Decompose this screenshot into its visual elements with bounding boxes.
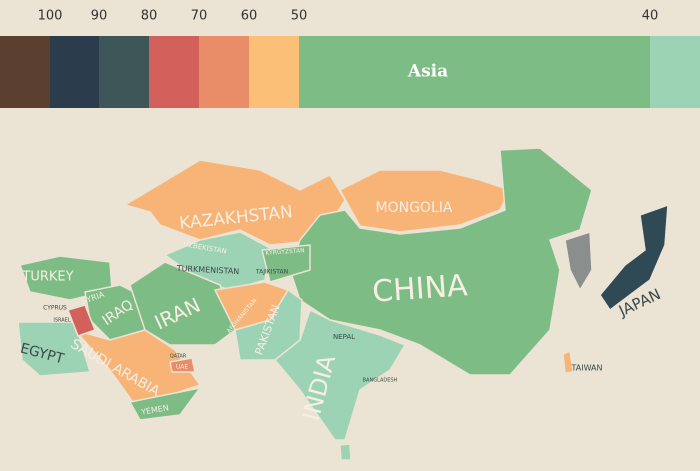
legend-swatch <box>299 36 650 108</box>
country-label: MONGOLIA <box>376 200 453 216</box>
legend-swatch <box>249 36 299 108</box>
saudi-shape <box>74 329 201 406</box>
country-label: TURKMENISTAN <box>175 264 239 276</box>
country-label: CHINA <box>371 268 469 310</box>
pakistan-shape <box>234 289 303 361</box>
legend: Asia 100 90 80 70 60 50 40 <box>0 9 700 108</box>
yemen-shape <box>129 387 201 421</box>
legend-swatch <box>149 36 199 108</box>
sri-lanka-shape <box>339 443 352 461</box>
japan-shape <box>599 204 669 311</box>
legend-swatch <box>50 36 99 108</box>
israel-shape <box>67 304 96 337</box>
legend-swatch <box>0 36 50 108</box>
country-label: TURKEY <box>21 270 73 285</box>
egypt-shape <box>17 321 91 377</box>
legend-highlight: Asia <box>407 62 448 82</box>
korea-shape <box>564 231 593 291</box>
country-label: QATAR <box>170 354 187 360</box>
legend-tick-label: 60 <box>241 9 258 24</box>
country-label: ISRAEL <box>53 318 70 324</box>
country-label: TAJIKISTAN <box>255 269 288 276</box>
kyrgyz-tajik-shape <box>261 244 311 283</box>
legend-swatch <box>650 36 700 108</box>
uae-shape <box>169 357 196 373</box>
legend-tick-label: 40 <box>642 9 659 24</box>
legend-swatch <box>99 36 149 108</box>
country-label: NEPAL <box>333 333 355 341</box>
china-shape <box>289 147 593 376</box>
legend-tick-label: 90 <box>91 9 108 24</box>
map <box>17 147 669 461</box>
legend-tick-label: 50 <box>291 9 308 24</box>
country-label: UAE <box>176 364 188 371</box>
country-label: KYRGYZSTAN <box>265 247 305 257</box>
legend-tick-label: 100 <box>38 9 63 24</box>
legend-tick-label: 70 <box>191 9 208 24</box>
country-label: TAIWAN <box>570 364 602 373</box>
legend-tick-label: 80 <box>141 9 158 24</box>
country-label: BANGLADESH <box>363 378 398 384</box>
india-shape <box>274 309 406 441</box>
taiwan-shape <box>562 350 574 374</box>
legend-swatch <box>199 36 249 108</box>
country-label: CYPRUS <box>43 305 67 312</box>
